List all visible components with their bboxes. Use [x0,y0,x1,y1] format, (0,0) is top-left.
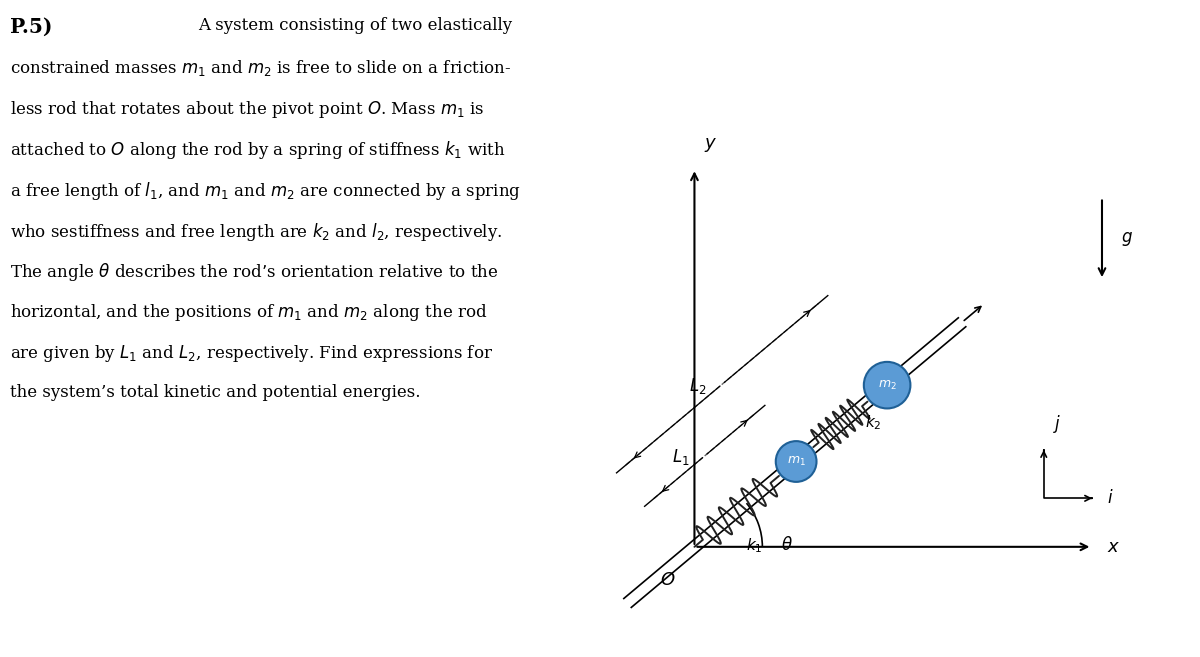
Text: P.5): P.5) [10,17,52,37]
Text: are given by $L_1$ and $L_2$, respectively. Find expressions for: are given by $L_1$ and $L_2$, respective… [10,343,492,364]
Text: $i$: $i$ [1106,489,1114,507]
Text: constrained masses $m_1$ and $m_2$ is free to slide on a friction-: constrained masses $m_1$ and $m_2$ is fr… [10,58,511,78]
Circle shape [864,362,911,409]
Text: $y$: $y$ [704,136,718,154]
Text: $m_1$: $m_1$ [787,455,805,468]
Text: $m_2$: $m_2$ [877,378,896,392]
Text: A system consisting of two elastically: A system consisting of two elastically [198,17,512,34]
Text: $g$: $g$ [1121,230,1133,248]
Text: horizontal, and the positions of $m_1$ and $m_2$ along the rod: horizontal, and the positions of $m_1$ a… [10,302,487,323]
Text: $k_1$: $k_1$ [745,536,762,555]
Text: $\theta$: $\theta$ [781,536,793,555]
Text: $O$: $O$ [660,571,676,589]
Text: who sestiffness and free length are $k_2$ and $l_2$, respectively.: who sestiffness and free length are $k_2… [10,221,502,242]
Text: $x$: $x$ [1106,538,1120,556]
Text: attached to $O$ along the rod by a spring of stiffness $k_1$ with: attached to $O$ along the rod by a sprin… [10,139,505,161]
Text: less rod that rotates about the pivot point $O$. Mass $m_1$ is: less rod that rotates about the pivot po… [10,99,484,120]
Text: a free length of $l_1$, and $m_1$ and $m_2$ are connected by a spring: a free length of $l_1$, and $m_1$ and $m… [10,180,521,202]
Text: the system’s total kinetic and potential energies.: the system’s total kinetic and potential… [10,384,420,401]
Text: $L_1$: $L_1$ [672,447,689,467]
Circle shape [775,441,816,482]
Text: $k_2$: $k_2$ [865,413,882,432]
Text: $j$: $j$ [1054,413,1062,435]
Text: The angle $\theta$ describes the rod’s orientation relative to the: The angle $\theta$ describes the rod’s o… [10,261,498,283]
Text: $L_2$: $L_2$ [689,376,707,396]
